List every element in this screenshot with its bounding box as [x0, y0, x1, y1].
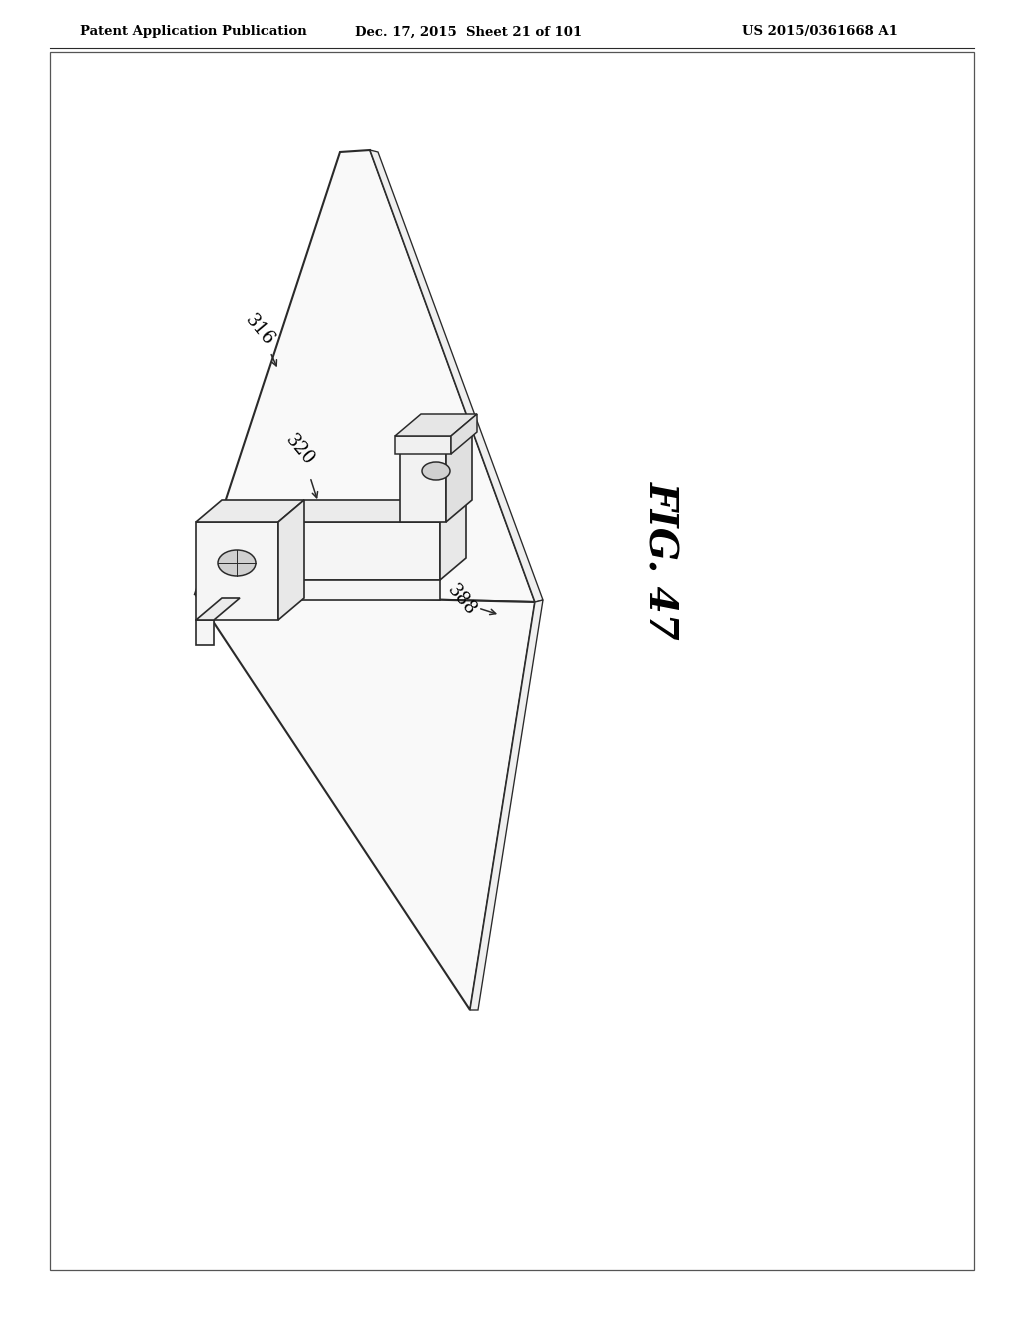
Text: FIG. 47: FIG. 47: [641, 480, 679, 639]
Polygon shape: [278, 500, 304, 620]
Text: 316: 316: [242, 312, 278, 348]
Text: US 2015/0361668 A1: US 2015/0361668 A1: [742, 25, 898, 38]
Polygon shape: [278, 521, 440, 579]
Polygon shape: [395, 436, 451, 454]
Ellipse shape: [218, 550, 256, 576]
Polygon shape: [395, 414, 477, 436]
Polygon shape: [196, 500, 304, 521]
Polygon shape: [400, 451, 446, 521]
Text: 388: 388: [444, 581, 480, 619]
Polygon shape: [278, 579, 440, 601]
Polygon shape: [196, 620, 214, 645]
Polygon shape: [278, 500, 466, 521]
Polygon shape: [196, 521, 278, 620]
Text: 320: 320: [282, 432, 317, 469]
Polygon shape: [195, 594, 535, 1010]
Polygon shape: [196, 598, 240, 620]
Text: Patent Application Publication: Patent Application Publication: [80, 25, 307, 38]
Polygon shape: [440, 500, 466, 579]
Polygon shape: [451, 414, 477, 454]
Polygon shape: [446, 430, 472, 521]
Polygon shape: [400, 430, 472, 451]
Polygon shape: [470, 601, 543, 1010]
Ellipse shape: [422, 462, 450, 480]
Polygon shape: [195, 150, 535, 602]
Polygon shape: [370, 150, 543, 602]
Text: Dec. 17, 2015  Sheet 21 of 101: Dec. 17, 2015 Sheet 21 of 101: [355, 25, 582, 38]
